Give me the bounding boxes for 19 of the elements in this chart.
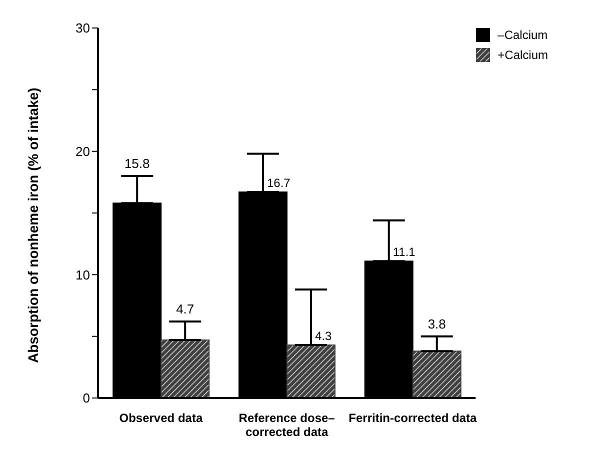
- data-label: 11.1: [392, 245, 416, 260]
- x-tick-label: Ferritin-corrected data: [348, 411, 478, 425]
- data-label: 4.7: [176, 302, 194, 317]
- y-tick-label: 10: [76, 267, 90, 282]
- data-label: 15.8: [124, 156, 150, 171]
- data-label: 3.8: [428, 316, 446, 332]
- bar: [160, 340, 210, 398]
- y-axis-title: Absorption of nonheme iron (% of intake): [24, 88, 41, 363]
- x-tick-label: Observed data: [119, 411, 203, 425]
- y-tick-label: 20: [76, 144, 90, 159]
- y-tick-label: 30: [76, 20, 90, 36]
- x-tick-label: Reference dose–corrected data: [238, 411, 336, 439]
- legend-label: –Calcium: [498, 28, 548, 42]
- legend-label: +Calcium: [498, 48, 548, 62]
- bar: [286, 344, 336, 398]
- bar: [412, 350, 462, 398]
- y-tick-label: 0: [82, 390, 90, 406]
- data-label: 4.3: [314, 328, 332, 343]
- data-label: 16.7: [266, 176, 291, 190]
